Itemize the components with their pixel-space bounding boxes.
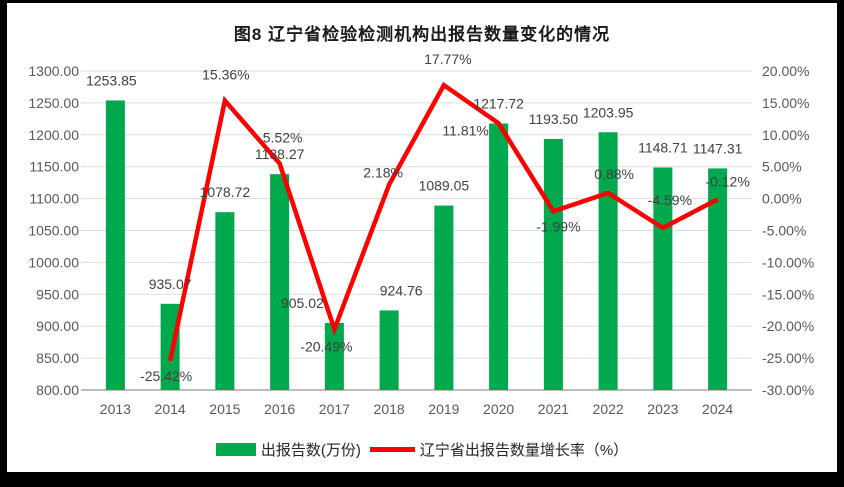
- legend-bar-swatch: [215, 442, 256, 456]
- pct-axis-tick-label: -25.00%: [762, 350, 814, 366]
- growth-rate-line: [167, 81, 719, 362]
- pct-axis-tick-label: -30.00%: [762, 382, 814, 398]
- x-axis-year-label: 2021: [538, 401, 569, 417]
- x-axis-year-label: 2017: [319, 401, 350, 417]
- x-axis-year-label: 2014: [155, 401, 186, 417]
- line-value-label: 17.77%: [424, 51, 471, 67]
- bar-value-label: 1147.31: [693, 140, 743, 156]
- bar-2018: [379, 310, 399, 390]
- bar-value-label: 1089.05: [419, 178, 470, 194]
- chart-canvas: 1300.00 20.00% 1250.00 15.00% 1200.00 10.00% 1…: [28, 51, 814, 417]
- x-axis-year-label: 2015: [209, 401, 240, 417]
- line-value-label: -0.12%: [705, 173, 749, 189]
- bar-2019: [434, 205, 454, 390]
- chart-legend: 出报告数(万份) 辽宁省出报告数量增长率（%）: [7, 439, 837, 459]
- bar-value-label: 1217.72: [473, 95, 524, 111]
- bar-value-label: 1078.72: [200, 184, 251, 200]
- bar-2024: [708, 168, 728, 390]
- pct-axis-tick-label: -20.00%: [762, 318, 814, 334]
- line-value-label: -25.42%: [140, 368, 192, 384]
- chart-page: 图8 辽宁省检验检测机构出报告数量变化的情况 1300.00 20.00% 1250…: [7, 3, 837, 472]
- line-value-label: 0.88%: [594, 166, 634, 182]
- line-value-label: -4.59%: [648, 192, 692, 208]
- bar-value-label: 1193.50: [529, 111, 579, 127]
- chart-title: 图8 辽宁省检验检测机构出报告数量变化的情况: [233, 25, 611, 44]
- x-axis-year-label: 2024: [702, 401, 733, 417]
- bar-2014: [160, 303, 180, 390]
- bar-value-label: 1203.95: [583, 104, 634, 120]
- pct-axis-tick-label: 0.00%: [762, 191, 802, 207]
- legend-line-label: 辽宁省出报告数量增长率（%）: [419, 441, 629, 459]
- x-axis-year-label: 2018: [374, 401, 405, 417]
- y-axis-tick-label: 850.00: [36, 350, 79, 366]
- line-value-label: -20.49%: [300, 338, 352, 354]
- legend-line-swatch: [369, 446, 415, 452]
- x-axis-year-label: 2022: [593, 401, 624, 417]
- x-axis-year-label: 2016: [264, 401, 295, 417]
- line-value-label: -1.99%: [536, 218, 580, 234]
- y-axis-tick-label: 1150.00: [29, 159, 79, 175]
- bar-value-label: 1138.27: [255, 146, 305, 162]
- y-axis-tick-label: 900.00: [36, 318, 79, 334]
- pct-axis-tick-label: -10.00%: [762, 254, 814, 270]
- y-axis-tick-label: 1250.00: [28, 95, 79, 111]
- bar-value-label: 924.76: [380, 282, 423, 298]
- x-axis-year-label: 2013: [100, 401, 131, 417]
- y-axis-tick-label: 1000.00: [28, 254, 79, 270]
- bar-2017: [324, 322, 344, 390]
- legend-bar-label: 出报告数(万份): [260, 441, 361, 459]
- pct-axis-tick-label: 20.00%: [762, 63, 809, 79]
- bar-value-label: 935.07: [149, 276, 192, 292]
- y-axis-tick-label: 1300.00: [28, 63, 79, 79]
- y-axis-tick-label: 950.00: [36, 286, 79, 302]
- line-value-label: 11.81%: [442, 122, 488, 138]
- y-axis-tick-label: 800.00: [36, 382, 79, 398]
- bar-2016: [270, 174, 290, 390]
- bar-2021: [543, 138, 563, 390]
- bar-2020: [489, 123, 509, 391]
- line-value-label: 15.36%: [202, 67, 249, 83]
- pct-axis-tick-label: 10.00%: [762, 127, 809, 143]
- y-axis-tick-label: 1100.00: [29, 191, 79, 207]
- y-axis-tick-label: 1200.00: [28, 127, 79, 143]
- pct-axis-tick-label: -15.00%: [762, 286, 814, 302]
- pct-axis-tick-label: -5.00%: [762, 223, 806, 239]
- x-axis-year-label: 2023: [647, 401, 678, 417]
- y-axis-tick-label: 1050.00: [28, 223, 79, 239]
- bar-2015: [215, 212, 235, 390]
- line-value-label: 2.18%: [363, 165, 403, 181]
- pct-axis-tick-label: 15.00%: [762, 95, 809, 111]
- bar-value-label: 905.02: [281, 295, 324, 311]
- pct-axis-tick-label: 5.00%: [762, 159, 802, 175]
- line-value-label: 5.52%: [263, 129, 303, 145]
- x-axis-year-label: 2019: [428, 401, 459, 417]
- bar-value-label: 1148.71: [638, 140, 688, 156]
- bar-value-label: 1253.85: [86, 72, 137, 88]
- bar-2013: [105, 100, 125, 391]
- x-axis-year-label: 2020: [483, 401, 514, 417]
